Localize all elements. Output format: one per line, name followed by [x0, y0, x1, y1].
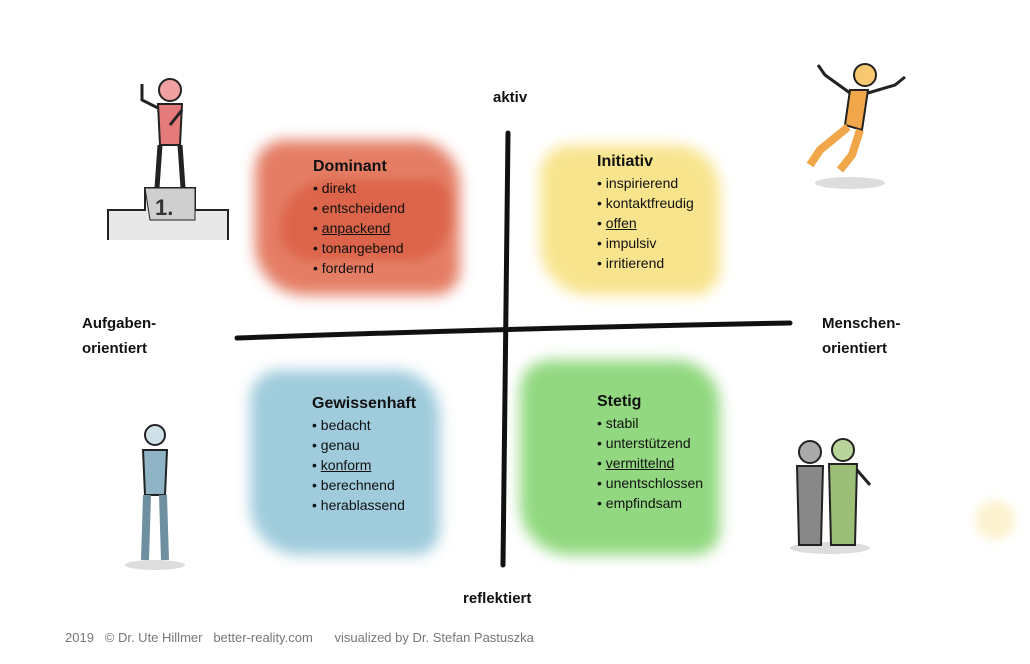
- axis-label-bottom: reflektiert: [463, 590, 532, 607]
- trait: unterstützend: [597, 433, 703, 453]
- vertical-axis: [500, 130, 511, 568]
- podium-label: 1.: [155, 195, 173, 220]
- footer: 2019 © Dr. Ute Hillmer better-reality.co…: [65, 630, 534, 645]
- quadrant-initiativ: Initiativ inspirierend kontaktfreudig of…: [597, 151, 694, 273]
- quadrant-stetig: Stetig stabil unterstützend vermittelnd …: [597, 391, 703, 513]
- axis-label-right: Menschen- orientiert: [822, 311, 900, 361]
- trait: kontaktfreudig: [597, 193, 694, 213]
- trait: tonangebend: [313, 238, 405, 258]
- quadrant-title: Dominant: [313, 158, 387, 175]
- thinking-figure: [125, 424, 185, 570]
- footer-site: better-reality.com: [213, 630, 313, 645]
- trait: empfindsam: [597, 493, 703, 513]
- trait: fordernd: [313, 258, 405, 278]
- quadrant-dominant: Dominant direkt entscheidend anpackend t…: [313, 156, 405, 278]
- quadrant-title: Initiativ: [597, 153, 654, 170]
- footer-copyright: © Dr. Ute Hillmer: [104, 630, 203, 645]
- decorative-yellow-dot: [975, 500, 1015, 540]
- trait: direkt: [313, 178, 405, 198]
- axis-label-right-line2: orientiert: [822, 340, 888, 357]
- footer-year: 2019: [65, 630, 94, 645]
- quadrant-title: Stetig: [597, 393, 642, 410]
- axis-label-left-line2: orientiert: [82, 340, 148, 357]
- trait: stabil: [597, 413, 703, 433]
- jumping-figure: [806, 63, 906, 189]
- axis-label-left: Aufgaben- orientiert: [82, 311, 156, 361]
- trait-underlined: konform: [312, 455, 416, 475]
- trait: unentschlossen: [597, 473, 703, 493]
- footer-credit: visualized by Dr. Stefan Pastuszka: [334, 630, 534, 645]
- trait: herablassend: [312, 495, 416, 515]
- trait: inspirierend: [597, 173, 694, 193]
- two-friends-figure: [790, 438, 872, 554]
- podium-winner-figure: 1.: [107, 78, 229, 240]
- horizontal-axis: [234, 320, 793, 341]
- trait-underlined: anpackend: [313, 218, 405, 238]
- trait-underlined: offen: [597, 213, 694, 233]
- quadrant-title: Gewissenhaft: [312, 395, 417, 412]
- trait: berechnend: [312, 475, 416, 495]
- axis-label-top: aktiv: [493, 89, 528, 106]
- quadrant-gewissenhaft: Gewissenhaft bedacht genau konform berec…: [312, 393, 416, 515]
- trait-underlined: vermittelnd: [597, 453, 703, 473]
- trait: entscheidend: [313, 198, 405, 218]
- axis-label-left-line1: Aufgaben-: [82, 315, 157, 332]
- trait: bedacht: [312, 415, 416, 435]
- trait: irritierend: [597, 253, 694, 273]
- trait: genau: [312, 435, 416, 455]
- axis-label-right-line1: Menschen-: [822, 315, 901, 332]
- trait: impulsiv: [597, 233, 694, 253]
